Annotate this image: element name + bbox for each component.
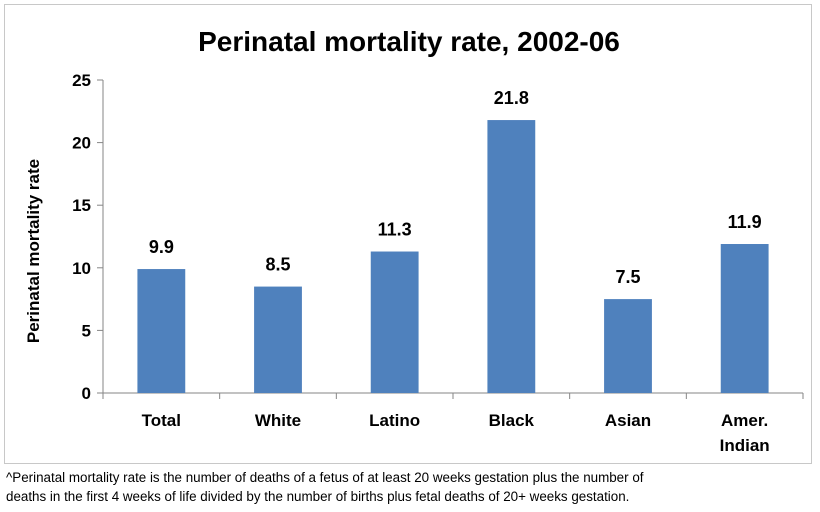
bar [487,120,536,394]
y-axis-label: Perinatal mortality rate [24,159,43,343]
data-label: 11.3 [378,220,412,240]
axes: 0 5 10 15 20 25 [72,71,804,403]
x-tick-label: Black [489,411,535,430]
x-tick-label: Latino [369,411,420,430]
chart-area: Perinatal mortality rate, 2002-06 Perina… [4,4,812,464]
x-tick-label: White [255,411,301,430]
bar [370,251,419,393]
y-tick-label: 5 [82,321,91,340]
data-label: 21.8 [494,88,529,108]
y-tick-label: 15 [72,196,91,215]
data-label: 8.5 [265,255,290,275]
chart-title: Perinatal mortality rate, 2002-06 [198,26,620,57]
bar [137,269,186,393]
data-label: 9.9 [149,237,174,257]
bar-chart: Perinatal mortality rate, 2002-06 Perina… [24,26,804,455]
bar [720,244,769,393]
footnote-line-1: ^Perinatal mortality rate is the number … [6,470,644,485]
bar [604,299,652,393]
footnote-line-2: deaths in the first 4 weeks of life divi… [6,489,630,504]
x-tick-label: Amer. Indian [720,411,770,455]
bars [137,120,769,394]
y-tick-label: 10 [72,259,91,278]
data-label: 7.5 [615,267,640,287]
data-label: 11.9 [728,212,762,232]
y-tick-label: 0 [82,384,91,403]
y-tick-label: 20 [72,134,91,153]
x-tick-label: Total [142,411,181,430]
bar [254,286,302,393]
x-tick-label: Asian [605,411,651,430]
labels: 9.9 Total 8.5 White 11.3 Latino 21.8 Black 7.5 As… [142,88,770,455]
y-tick-label: 25 [72,71,91,90]
